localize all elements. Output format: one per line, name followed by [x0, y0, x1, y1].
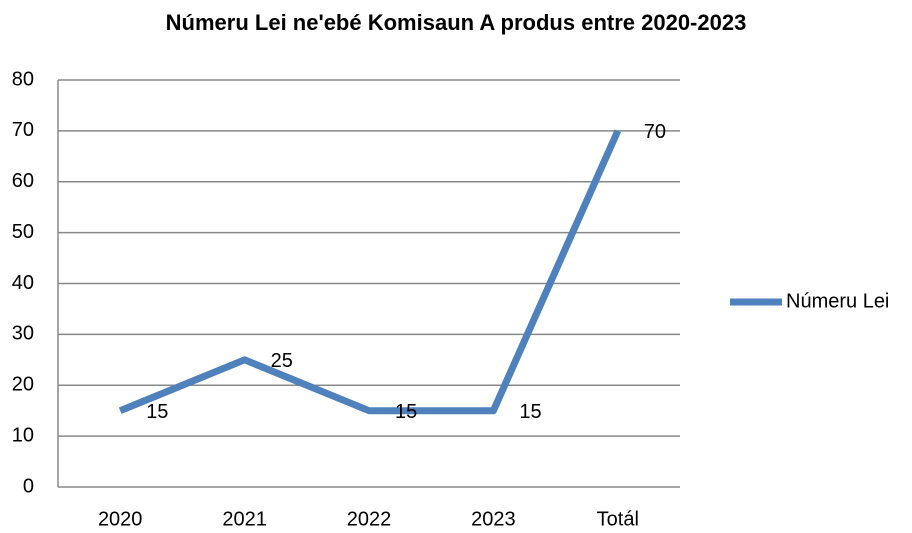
x-tick-label: 2023 [471, 508, 516, 530]
data-line [118, 129, 621, 415]
y-tick-label: 20 [12, 374, 34, 396]
data-label: 15 [146, 401, 168, 423]
data-label: 70 [644, 121, 666, 143]
x-tick-label: 2022 [347, 508, 392, 530]
data-label: 15 [519, 401, 541, 423]
y-tick-label: 50 [12, 221, 34, 243]
data-label: 15 [395, 401, 417, 423]
y-tick-label: 30 [12, 323, 34, 345]
data-label: 25 [271, 350, 293, 372]
y-tick-label: 70 [12, 119, 34, 141]
legend-label: Númeru Lei [786, 290, 889, 312]
x-tick-label: 2021 [222, 508, 267, 530]
y-tick-label: 10 [12, 424, 34, 446]
chart-title: Númeru Lei ne'ebé Komisaun A produs entr… [166, 10, 747, 35]
x-tick-label: Totál [597, 508, 639, 530]
x-tick-label: 2020 [98, 508, 143, 530]
y-tick-label: 40 [12, 272, 34, 294]
y-tick-label: 0 [23, 475, 34, 497]
y-tick-label: 80 [12, 68, 34, 90]
y-tick-label: 60 [12, 170, 34, 192]
